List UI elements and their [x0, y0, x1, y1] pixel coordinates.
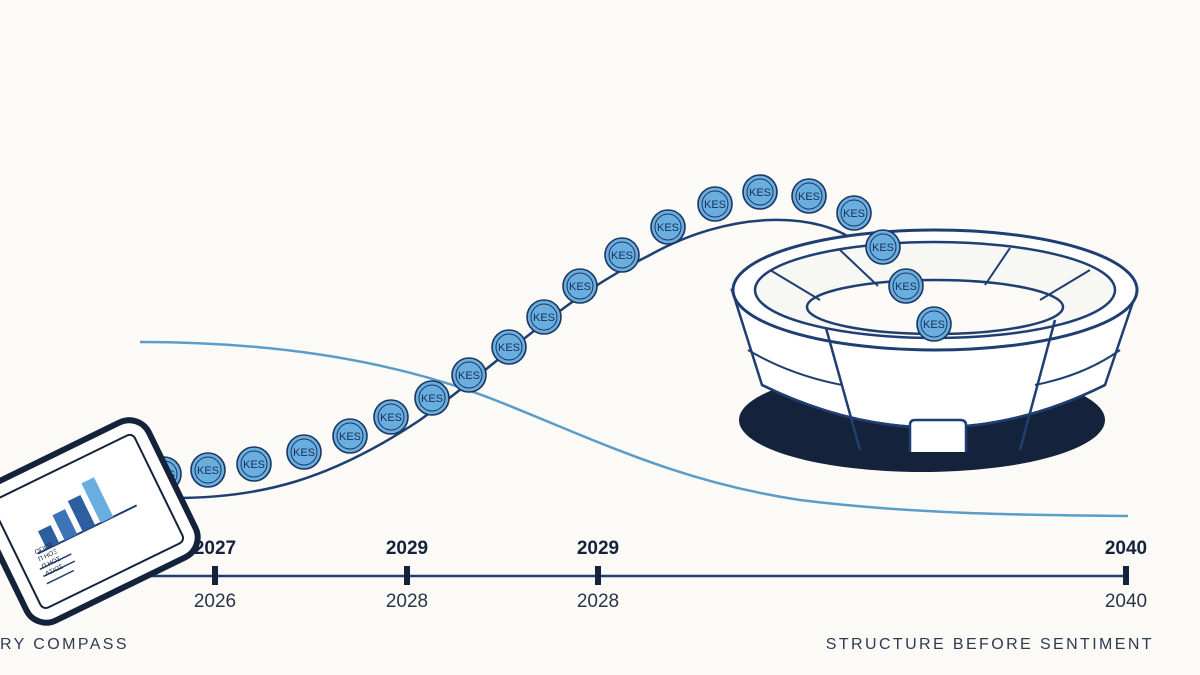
timeline-top-label: 2040: [1104, 538, 1148, 559]
stadium-entrance: [908, 418, 968, 452]
kes-coin-label: KES: [421, 393, 443, 405]
timeline-bottom-label: 2026: [193, 591, 237, 612]
phone-chart-bar: [37, 525, 60, 550]
kes-coin-label: KES: [293, 447, 315, 459]
timeline-top-label: 2029: [576, 538, 620, 559]
phone-screen-text: ΟΓΙΟΣΠ ΗΟΞΠ ΗΟΣΑΣΙΩΣ: [34, 541, 66, 578]
phone-chart-bar: [52, 509, 78, 541]
timeline-bottom-label: 2028: [576, 591, 620, 612]
kes-coin-label: KES: [611, 250, 633, 262]
kes-coin: KES: [865, 229, 901, 265]
timeline-top-label: 2029: [385, 538, 429, 559]
kes-coin: KES: [414, 380, 450, 416]
declining-trend-curve: [139, 340, 1129, 518]
kes-coin-label: KES: [843, 208, 865, 220]
kes-coin-label: KES: [533, 312, 555, 324]
smartphone-illustration: [0, 417, 201, 626]
footer-right-caption: STRUCTURE BEFORE SENTIMENT: [825, 636, 1154, 653]
kes-coin-label: KES: [923, 319, 945, 331]
kes-coin: KES: [836, 195, 872, 231]
kes-coin: KES: [190, 452, 226, 488]
kes-coin: KES: [562, 268, 598, 304]
kes-coin-label: KES: [895, 281, 917, 293]
kes-coin: KES: [650, 209, 686, 245]
kes-coin-label: KES: [498, 342, 520, 354]
kes-coin: KES: [742, 174, 778, 210]
kes-coin-label: KES: [657, 222, 679, 234]
kes-coin-label: KES: [798, 191, 820, 203]
kes-coin: KES: [491, 329, 527, 365]
kes-coin-label: KES: [872, 242, 894, 254]
kes-coin: KES: [332, 418, 368, 454]
footer-left-caption: RY COMPASS: [0, 636, 129, 653]
phone-chart-bar: [67, 494, 96, 532]
kes-coin-label: KES: [380, 412, 402, 424]
kes-coin-label: KES: [339, 431, 361, 443]
kes-coin: KES: [451, 357, 487, 393]
kes-coin: KES: [916, 306, 952, 342]
kes-coin: KES: [373, 399, 409, 435]
timeline-tick: [212, 566, 218, 585]
kes-coin: KES: [791, 178, 827, 214]
kes-coin-label: KES: [704, 199, 726, 211]
phone-chart-bar: [81, 477, 114, 523]
timeline-bottom-label: 2040: [1104, 591, 1148, 612]
kes-coin: KES: [888, 268, 924, 304]
timeline-bottom-label: 2028: [385, 591, 429, 612]
timeline-tick: [404, 566, 410, 585]
kes-coin: KES: [286, 434, 322, 470]
kes-coin-label: KES: [749, 187, 771, 199]
timeline-tick: [595, 566, 601, 585]
kes-coin: KES: [697, 186, 733, 222]
timeline-tick: [1123, 566, 1129, 585]
kes-coin: KES: [526, 299, 562, 335]
kes-coin-label: KES: [569, 281, 591, 293]
kes-coin: KES: [236, 446, 272, 482]
stadium-illustration: [730, 228, 1139, 472]
timeline-top-label: 2027: [193, 538, 237, 559]
kes-coin-label: KES: [197, 465, 219, 477]
kes-coin: KES: [604, 237, 640, 273]
kes-coin-label: KES: [458, 370, 480, 382]
kes-coin-label: KES: [243, 459, 265, 471]
